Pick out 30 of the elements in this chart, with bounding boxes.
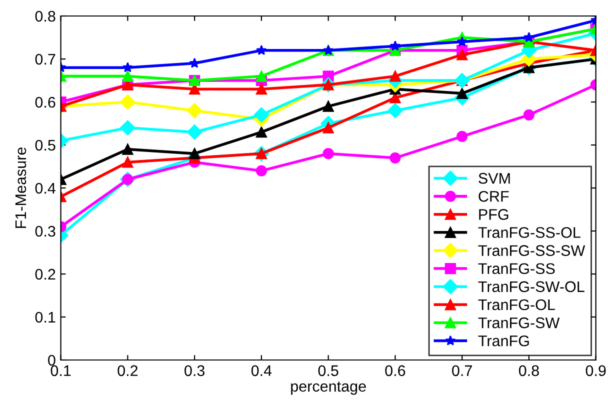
legend-label: CRF — [478, 190, 509, 202]
x-tick-label: 0.7 — [452, 365, 472, 376]
y-tick-label: 0.1 — [35, 312, 56, 323]
x-tick-label: 0.3 — [184, 365, 205, 376]
x-tick-label: 0.5 — [318, 365, 338, 376]
x-tick-label: 0.6 — [385, 365, 406, 376]
x-tick-label: 0.8 — [518, 365, 539, 376]
x-axis-title: percentage — [291, 382, 366, 395]
legend-label: TranFG-SS — [478, 263, 555, 274]
legend-label: TranFG — [478, 335, 529, 346]
y-tick-label: 0.2 — [35, 268, 56, 280]
legend-label: TranFG-SS-OL — [478, 227, 580, 238]
legend-label: TranFG-SW — [478, 317, 560, 328]
y-tick-label: 0.6 — [35, 96, 56, 108]
x-tick-label: 0.1 — [50, 365, 71, 376]
y-tick-label: 0.4 — [35, 182, 56, 194]
x-tick-label: 0.2 — [118, 365, 138, 376]
y-tick-label: 0.8 — [35, 10, 56, 22]
y-tick-label: 0.7 — [35, 54, 56, 65]
legend-label: SVM — [478, 172, 510, 184]
legend-label: TranFG-SW-OL — [478, 281, 584, 292]
legend-label: TranFG-SS-SW — [478, 245, 586, 256]
legend-label: TranFG-OL — [478, 299, 555, 310]
y-tick-label: 0.5 — [35, 140, 56, 151]
legend-label: PFG — [479, 209, 508, 220]
y-tick-label: 0 — [48, 354, 56, 366]
x-tick-label: 0.4 — [251, 365, 272, 376]
y-axis-title: F1-Measure — [15, 147, 26, 228]
y-tick-label: 0.3 — [35, 226, 56, 237]
x-tick-label: 0.9 — [586, 365, 606, 376]
